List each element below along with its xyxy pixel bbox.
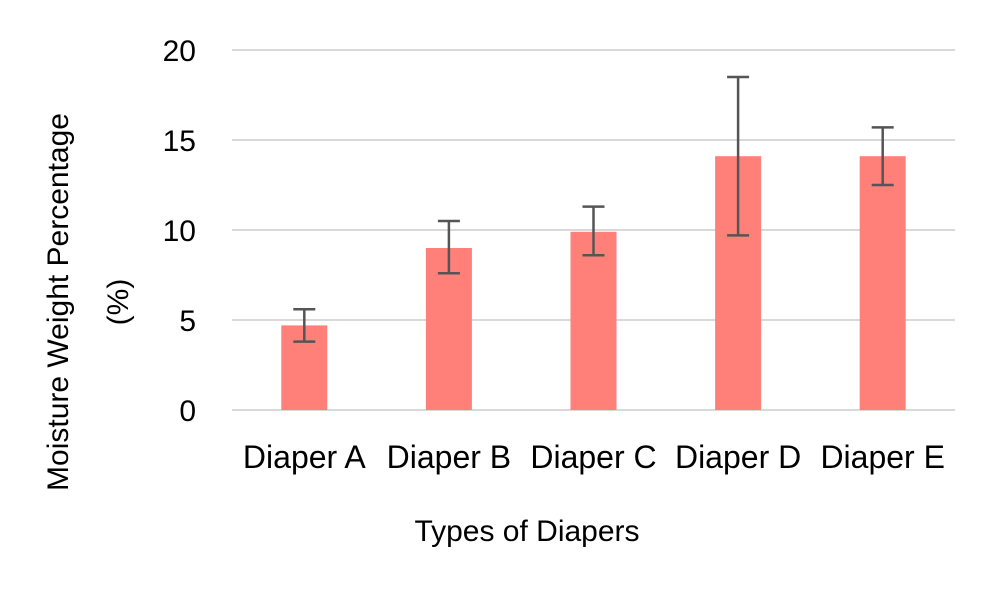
- bar: [859, 156, 906, 410]
- error-bar: [293, 307, 316, 343]
- bars: [281, 156, 906, 410]
- x-tick-label: Diaper C: [530, 439, 656, 475]
- y-axis-title-line-2: (%): [102, 279, 135, 326]
- bar: [425, 248, 472, 410]
- y-tick-label: 20: [163, 35, 196, 68]
- error-bars: [293, 75, 894, 343]
- error-bar: [437, 219, 460, 275]
- x-tick-label: Diaper D: [675, 439, 801, 475]
- x-tick-label: Diaper E: [820, 439, 945, 475]
- y-axis-title: Moisture Weight Percentage (%): [42, 113, 135, 491]
- bar: [570, 231, 617, 410]
- x-axis-category-labels: Diaper A Diaper B Diaper C Diaper D Diaper E: [243, 439, 945, 475]
- error-bar: [871, 126, 894, 187]
- error-bar: [727, 75, 750, 237]
- y-axis-ticks: 0 5 10 15 20: [163, 35, 196, 428]
- y-tick-label: 5: [179, 305, 196, 338]
- error-bar: [582, 205, 605, 257]
- y-tick-label: 15: [163, 125, 196, 158]
- y-tick-label: 0: [179, 395, 196, 428]
- x-axis-title: Types of Diapers: [414, 515, 639, 548]
- y-axis-title-line-1: Moisture Weight Percentage: [42, 113, 75, 491]
- x-tick-label: Diaper A: [243, 439, 366, 475]
- y-tick-label: 10: [163, 215, 196, 248]
- x-tick-label: Diaper B: [387, 439, 512, 475]
